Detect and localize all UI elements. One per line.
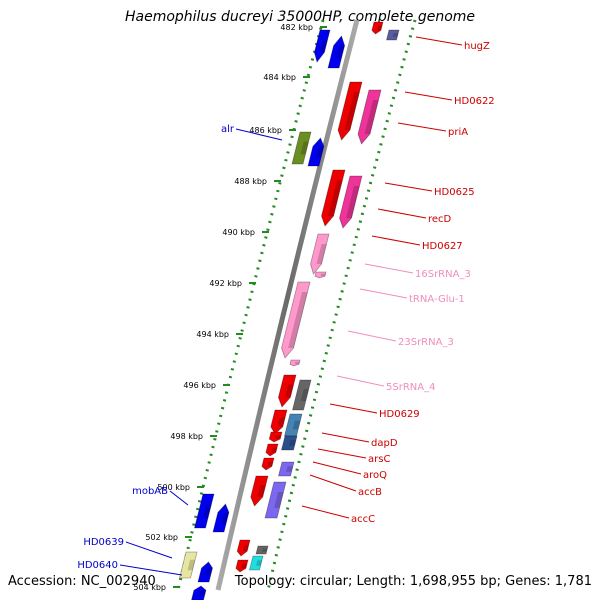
- accession-text: Accession: NC_002940: [8, 574, 156, 589]
- label-leader: [364, 263, 414, 274]
- cds-hd0640: [197, 561, 213, 583]
- cds-other: [265, 443, 279, 457]
- tick-label: 500 kbp: [157, 483, 190, 492]
- cds-other: [278, 461, 295, 477]
- gene-label: tRNA-Glu-1: [409, 294, 465, 305]
- cds-hd0625: [321, 169, 346, 227]
- gene-label: mobAB: [132, 486, 168, 497]
- label-leader: [329, 403, 378, 414]
- gene-label: HD0639: [83, 537, 124, 548]
- gene-label: aroQ: [363, 470, 387, 481]
- label-leader: [397, 122, 447, 132]
- cds-other: [261, 457, 275, 471]
- cds-dapd: [270, 409, 288, 435]
- label-leader: [371, 235, 421, 246]
- tick-label: 488 kbp: [234, 177, 267, 186]
- tick-label: 498 kbp: [170, 432, 203, 441]
- label-leader: [317, 448, 367, 459]
- gene-label: HD0629: [379, 409, 420, 420]
- tick-label: 504 kbp: [133, 583, 166, 592]
- cds-accb: [250, 475, 269, 507]
- gene-label: 23SrRNA_3: [398, 337, 454, 348]
- label-leader: [384, 182, 433, 192]
- guide-dotted-lines: [176, 19, 417, 591]
- gene-label: HD0627: [422, 241, 463, 252]
- gene-label: accB: [358, 487, 382, 498]
- rrna-5s: [289, 359, 301, 367]
- tick-label: 482 kbp: [280, 23, 313, 32]
- label-leaders: [119, 36, 463, 576]
- gene-labels: hugZ HD0622 priA HD0625 recD HD0627 16SrRNA_3t…: [77, 41, 494, 571]
- gene-label: HD0622: [454, 96, 495, 107]
- cds-other: [292, 379, 312, 411]
- rrna-16s: [310, 233, 330, 275]
- cds-forward: [191, 585, 207, 600]
- label-leader: [119, 564, 183, 576]
- cds-recd: [339, 175, 363, 229]
- cds-accc: [264, 481, 287, 519]
- cds-forward: [212, 503, 230, 533]
- trna-glu: [314, 271, 327, 279]
- gene-label: hugZ: [464, 41, 490, 52]
- label-leader: [359, 288, 408, 299]
- rrna-23s: [281, 281, 311, 359]
- gene-label: dapD: [371, 438, 398, 449]
- cds-hugz: [371, 21, 384, 35]
- cds-mobab: [194, 493, 215, 529]
- gene-label: recD: [428, 214, 452, 225]
- tick-label: 494 kbp: [196, 330, 229, 339]
- guide-ring-outer: [266, 19, 417, 591]
- gene-label: accC: [351, 514, 375, 525]
- genome-summary-text: Topology: circular; Length: 1,698,955 bp…: [234, 574, 592, 589]
- tick-label: 502 kbp: [145, 533, 178, 542]
- gene-features: [179, 21, 400, 600]
- cds-forward: [313, 29, 331, 63]
- tick-label: 486 kbp: [249, 126, 282, 135]
- label-leader: [321, 432, 370, 443]
- guide-ring-inner: [176, 19, 325, 591]
- label-leader: [347, 330, 397, 342]
- cds-hd0639: [179, 551, 198, 579]
- cds-aroq: [281, 435, 298, 451]
- label-leader: [336, 375, 385, 387]
- cds-alr: [291, 131, 312, 165]
- cds-hd0629: [277, 374, 297, 408]
- cds-other: [249, 555, 264, 571]
- cds-arsc: [284, 413, 303, 437]
- gene-label: 5SrRNA_4: [386, 382, 435, 393]
- cds-hd0622: [337, 81, 363, 141]
- label-leader: [312, 461, 362, 475]
- tick-label: 496 kbp: [183, 381, 216, 390]
- gene-label: 16SrRNA_3: [415, 269, 471, 280]
- gene-label: priA: [448, 127, 468, 138]
- label-leader: [377, 208, 427, 219]
- label-leader: [169, 490, 189, 506]
- cds-other: [235, 559, 249, 573]
- map-title: Haemophilus ducreyi 35000HP, complete ge…: [124, 9, 476, 25]
- cds-arsc: [268, 431, 283, 443]
- cds-other: [255, 545, 269, 555]
- label-leader: [415, 36, 463, 46]
- cds-pria: [357, 89, 382, 145]
- label-leader: [125, 541, 173, 559]
- cds-other: [236, 539, 251, 557]
- genome-backbone: [215, 19, 360, 591]
- label-leader: [235, 128, 283, 141]
- tick-label: 484 kbp: [263, 73, 296, 82]
- gene-label: arsC: [368, 454, 390, 465]
- gene-label: HD0640: [77, 560, 118, 571]
- label-leader: [309, 474, 357, 492]
- tick-marks: 482 kbp 484 kbp 486 kbp 488 kbp 490 kbp 492 k…: [133, 23, 327, 592]
- tick-label: 490 kbp: [222, 228, 255, 237]
- tick-label: 492 kbp: [209, 279, 242, 288]
- label-leader: [301, 505, 350, 519]
- cds-other: [386, 29, 400, 41]
- cds-forward: [327, 35, 346, 69]
- label-leader: [404, 91, 453, 101]
- gene-label: HD0625: [434, 187, 475, 198]
- cds-forward: [307, 137, 325, 167]
- gene-label: alr: [221, 124, 235, 135]
